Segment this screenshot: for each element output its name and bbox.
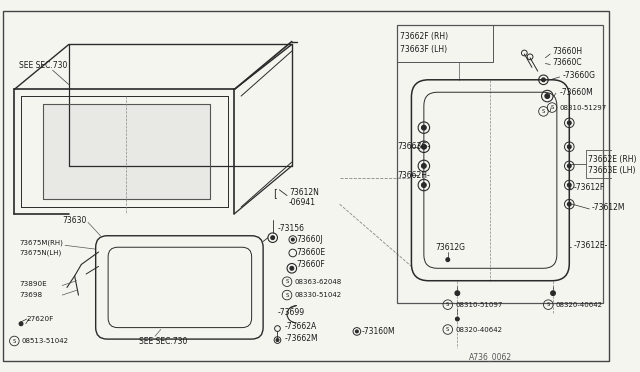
Bar	[397, 25, 603, 303]
Circle shape	[550, 291, 556, 295]
Text: S: S	[285, 292, 289, 298]
Circle shape	[568, 121, 572, 125]
Text: 08363-62048: 08363-62048	[294, 279, 342, 285]
Circle shape	[276, 339, 279, 341]
Circle shape	[568, 183, 572, 187]
Circle shape	[568, 164, 572, 168]
Text: 73612G: 73612G	[435, 243, 465, 252]
Circle shape	[422, 144, 426, 149]
Circle shape	[456, 317, 460, 321]
Circle shape	[19, 322, 23, 326]
Circle shape	[355, 330, 358, 333]
Text: 08513-51042: 08513-51042	[21, 338, 68, 344]
Text: -73612M: -73612M	[591, 202, 625, 212]
Circle shape	[455, 291, 460, 295]
Text: 73630: 73630	[62, 216, 86, 225]
Text: SEE SEC.730: SEE SEC.730	[139, 337, 187, 346]
Text: 08310-51097: 08310-51097	[456, 302, 503, 308]
Text: 73675N(LH): 73675N(LH)	[19, 250, 61, 256]
Circle shape	[422, 183, 426, 187]
Circle shape	[568, 145, 572, 149]
Text: 73698: 73698	[19, 292, 42, 298]
Text: 73662F (RH): 73662F (RH)	[400, 32, 448, 41]
Text: 73662H-: 73662H-	[397, 171, 430, 180]
Text: -73660M: -73660M	[560, 88, 593, 97]
Text: -73662M: -73662M	[284, 334, 318, 343]
Text: 73660E: 73660E	[296, 248, 326, 257]
Circle shape	[545, 94, 550, 99]
Text: 73612N: 73612N	[289, 188, 319, 197]
Text: -73156: -73156	[278, 224, 305, 232]
Circle shape	[290, 266, 294, 270]
Text: S: S	[446, 302, 449, 307]
Text: 73660F: 73660F	[296, 260, 325, 269]
Bar	[586, 150, 640, 178]
Text: 73663F (LH): 73663F (LH)	[400, 45, 447, 54]
Text: 73660C: 73660C	[552, 58, 582, 67]
Text: 08320-40642: 08320-40642	[456, 327, 502, 333]
Text: S: S	[285, 279, 289, 284]
Text: S: S	[547, 302, 550, 307]
Text: S: S	[542, 109, 545, 114]
Circle shape	[422, 164, 426, 168]
Text: 73662E (RH): 73662E (RH)	[588, 155, 637, 164]
Bar	[43, 104, 211, 199]
Text: 73660J: 73660J	[296, 235, 323, 244]
Text: -73160M: -73160M	[362, 327, 396, 336]
Circle shape	[568, 202, 572, 206]
Text: 08310-51297: 08310-51297	[560, 105, 607, 110]
Text: SEE SEC.730: SEE SEC.730	[19, 61, 67, 70]
Circle shape	[446, 258, 450, 262]
Text: 08330-51042: 08330-51042	[294, 292, 342, 298]
Circle shape	[291, 238, 294, 241]
Text: -73612F: -73612F	[574, 183, 605, 192]
Text: 73663G-: 73663G-	[397, 142, 430, 151]
Text: -73612E-: -73612E-	[574, 241, 609, 250]
Text: 73890E: 73890E	[19, 280, 47, 286]
Text: -06941: -06941	[289, 198, 316, 207]
Text: S: S	[550, 105, 554, 110]
Text: S: S	[13, 339, 16, 343]
Text: S: S	[446, 327, 449, 332]
Text: -73660G: -73660G	[563, 71, 596, 80]
Text: 73675M(RH): 73675M(RH)	[19, 239, 63, 246]
Circle shape	[422, 125, 426, 130]
Text: A736_0062: A736_0062	[469, 352, 512, 361]
Text: 08320-40642: 08320-40642	[556, 302, 603, 308]
Circle shape	[541, 78, 545, 82]
Text: [: [	[274, 188, 278, 198]
Text: 27620F: 27620F	[27, 316, 54, 322]
Text: -73662A: -73662A	[284, 322, 316, 331]
Circle shape	[271, 236, 275, 240]
Bar	[397, 25, 493, 62]
Text: -73699: -73699	[278, 308, 305, 317]
Text: 73663E (LH): 73663E (LH)	[588, 166, 636, 175]
Text: 73660H: 73660H	[552, 46, 582, 55]
